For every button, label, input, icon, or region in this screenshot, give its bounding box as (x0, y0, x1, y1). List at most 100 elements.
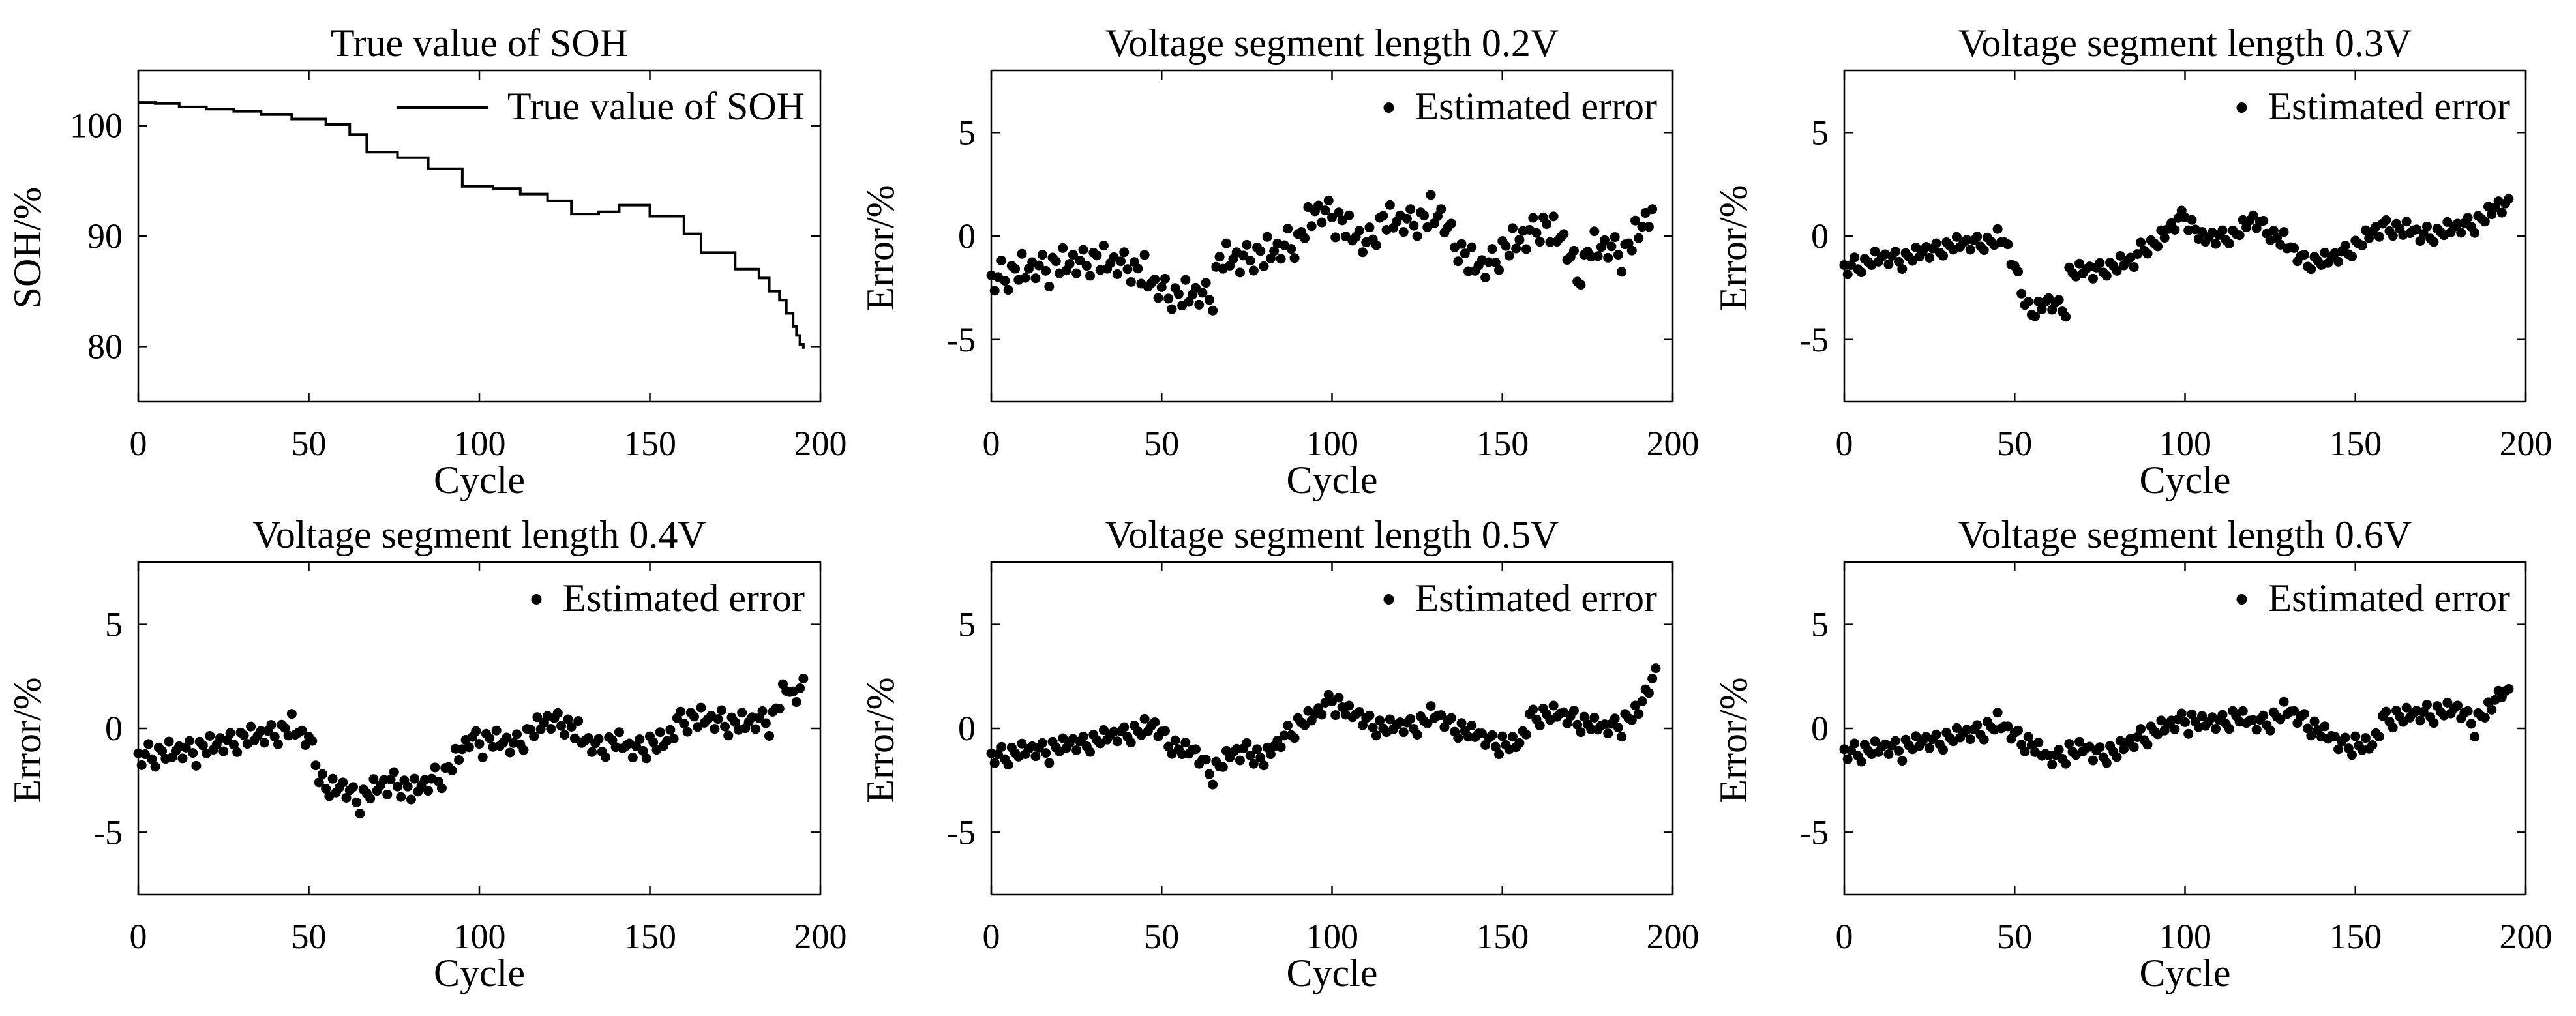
error-point (1071, 268, 1082, 278)
error-point (1126, 276, 1136, 287)
error-point (228, 740, 239, 750)
error-point (297, 725, 307, 736)
x-tick-label: 50 (1997, 917, 2032, 956)
error-point (2388, 723, 2398, 733)
error-point (1068, 250, 1078, 260)
error-point (2306, 730, 2316, 741)
legend-label: Estimated error (2268, 85, 2510, 128)
error-point (1405, 204, 1416, 215)
error-point (1044, 281, 1055, 291)
x-tick-label: 50 (1997, 424, 2032, 463)
error-point (2289, 706, 2299, 716)
error-point (2496, 207, 2507, 218)
error-point (2061, 312, 2071, 322)
error-point (2224, 238, 2234, 248)
error-point (1938, 250, 1949, 261)
error-point (2023, 732, 2033, 742)
error-point (1856, 756, 1866, 767)
error-point (2309, 716, 2320, 726)
x-axis-label: Cycle (1287, 951, 1378, 994)
error-point (1030, 273, 1041, 284)
error-point (2183, 728, 2194, 739)
error-point (1643, 688, 1654, 698)
error-point (1542, 219, 1552, 230)
error-point (682, 726, 693, 737)
error-point (1436, 204, 1446, 215)
error-point (774, 704, 785, 714)
error-point (2033, 738, 2044, 748)
error-point (1514, 738, 1525, 748)
error-point (2265, 725, 2275, 736)
error-point (385, 774, 396, 784)
error-point (1337, 215, 1347, 226)
error-point (996, 741, 1007, 752)
error-point (1167, 749, 1177, 759)
error-point (1637, 696, 1647, 707)
error-point (2061, 758, 2071, 769)
error-point (1548, 211, 1559, 222)
error-point (1160, 273, 1170, 284)
error-point (266, 720, 277, 730)
error-point (2211, 724, 2221, 734)
error-point (627, 753, 638, 763)
x-tick-label: 0 (1836, 424, 1853, 463)
error-point (1429, 218, 1439, 229)
error-points (986, 190, 1658, 316)
error-point (232, 747, 243, 757)
error-point (2023, 297, 2033, 307)
error-point (1931, 238, 1941, 248)
error-point (2234, 230, 2245, 241)
legend-label: Estimated error (562, 576, 805, 620)
error-point (464, 742, 474, 753)
error-point (1965, 245, 1975, 255)
error-point (1600, 235, 1610, 245)
error-point (2504, 194, 2514, 204)
error-point (1003, 760, 1013, 770)
error-point (696, 702, 706, 713)
error-point (150, 762, 160, 772)
chart-title: Voltage segment length 0.4V (252, 513, 706, 556)
error-point (2095, 742, 2105, 753)
error-point (583, 733, 593, 743)
error-point (406, 794, 416, 805)
error-point (1965, 734, 1975, 745)
error-point (638, 745, 648, 756)
x-tick-label: 150 (623, 917, 676, 956)
x-tick-label: 50 (1144, 424, 1179, 463)
error-point (2401, 702, 2412, 713)
error-point (1453, 733, 1463, 743)
error-point (1460, 248, 1470, 259)
error-point (1521, 244, 1531, 254)
error-point (1576, 280, 1586, 290)
error-point (1034, 260, 1044, 271)
error-point (665, 725, 676, 735)
error-point (2211, 239, 2221, 249)
error-point (2016, 288, 2027, 299)
error-point (1531, 228, 1542, 238)
legend-label: Estimated error (2268, 576, 2510, 620)
error-point (1839, 260, 1850, 270)
error-point (1589, 226, 1600, 237)
error-point (1201, 278, 1211, 288)
y-tick-label: 80 (87, 327, 123, 366)
error-point (2466, 719, 2476, 729)
error-point (1235, 755, 1245, 766)
error-point (1951, 232, 1962, 242)
error-point (1330, 232, 1341, 243)
error-point (2487, 704, 2497, 715)
error-point (757, 706, 768, 717)
error-point (1334, 693, 1344, 703)
error-point (2374, 232, 2384, 242)
error-point (1572, 719, 1583, 730)
error-point (2030, 311, 2041, 321)
error-point (491, 725, 502, 736)
error-point (1371, 240, 1381, 250)
error-point (795, 683, 805, 693)
error-point (1037, 738, 1047, 748)
error-point (2306, 264, 2316, 275)
error-point (1204, 769, 1214, 779)
y-axis-label: Error/% (859, 677, 902, 803)
error-point (1371, 730, 1381, 741)
error-point (485, 733, 495, 743)
